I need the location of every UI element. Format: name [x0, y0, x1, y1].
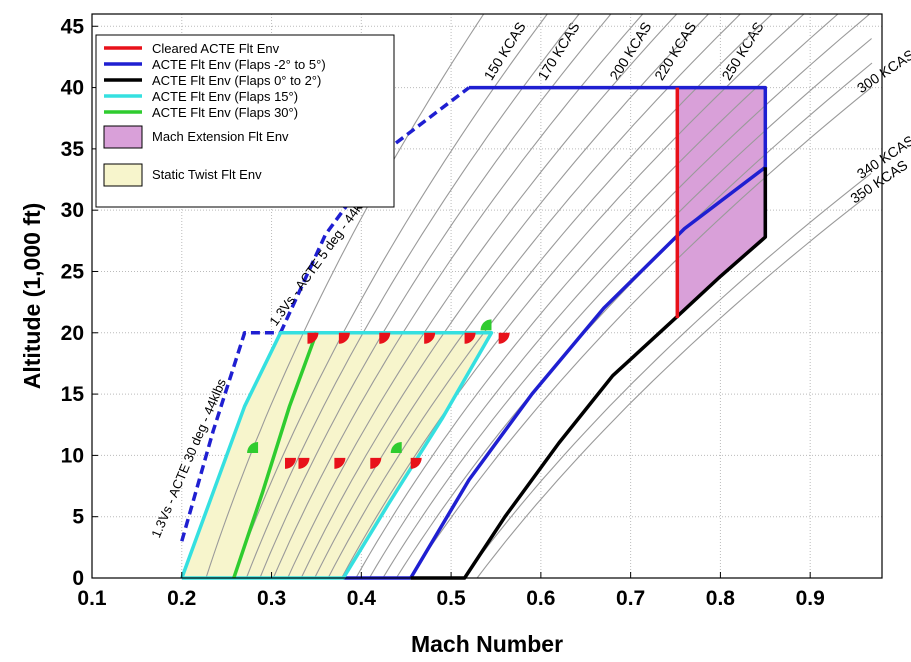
legend-label: ACTE Flt Env (Flaps 30°): [152, 105, 298, 120]
kcas-line: [205, 13, 485, 579]
kcas-line: [382, 38, 872, 579]
kcas-line: [232, 13, 548, 579]
series: [180, 85, 768, 580]
test-point-marker: [498, 332, 510, 344]
kcas-line: [287, 13, 678, 579]
y-tick-label: 30: [61, 199, 84, 222]
y-tick-label: 10: [61, 444, 84, 467]
y-tick-label: 5: [72, 506, 84, 529]
test-point-marker: [424, 332, 436, 344]
kcas-line: [245, 13, 580, 579]
test-point-marker: [370, 457, 382, 469]
kcas-line: [368, 13, 871, 579]
kcas-line: [395, 62, 873, 579]
region-static-twist-flt-env: [181, 332, 492, 578]
x-tick-label: 0.4: [347, 587, 377, 610]
y-tick-label: 40: [61, 77, 84, 100]
series-acte-flt-env-flaps-15-: [180, 331, 494, 580]
x-tick-label: 0.2: [167, 587, 196, 610]
test-point-marker: [410, 457, 422, 469]
y-tick-label: 20: [61, 322, 84, 345]
series-acte-flt-env-flaps-30-: [232, 332, 319, 579]
kcas-line: [300, 13, 709, 579]
legend-label: ACTE Flt Env (Flaps 0° to 2°): [152, 73, 321, 88]
legend-label: Mach Extension Flt Env: [152, 129, 289, 144]
test-point-marker: [298, 457, 310, 469]
legend-swatch: [103, 125, 143, 149]
test-point-marker: [464, 332, 476, 344]
legend-label: ACTE Flt Env (Flaps -2° to 5°): [152, 57, 326, 72]
x-tick-label: 0.3: [257, 587, 286, 610]
y-tick-label: 35: [61, 138, 85, 161]
kcas-line: [463, 172, 872, 579]
x-tick-label: 0.5: [436, 587, 466, 610]
kcas-line: [341, 13, 805, 579]
y-tick-label: 45: [61, 15, 85, 38]
test-point-marker: [285, 457, 297, 469]
legend-label: ACTE Flt Env (Flaps 15°): [152, 89, 298, 104]
series-acte-flt-env-flaps-2-to-5-: [409, 165, 767, 579]
test-points: [247, 319, 510, 469]
kcas-line: [409, 87, 872, 579]
x-tick-label: 0.9: [796, 587, 825, 610]
kcas-line: [476, 197, 865, 579]
legend-swatch: [103, 163, 143, 187]
y-tick-label: 25: [61, 260, 85, 283]
x-tick-label: 0.8: [706, 587, 736, 610]
test-point-marker: [379, 332, 391, 344]
legend-label: Cleared ACTE Flt Env: [152, 41, 280, 56]
test-point-marker: [338, 332, 350, 344]
kcas-line: [355, 13, 839, 579]
axes: 0.1 0.2 0.3 0.4 0.5 0.6 0.7 0.8 0.9 0 5 10 15 20 25 30 3…: [19, 13, 883, 657]
test-point-marker: [480, 319, 492, 331]
test-point-marker: [334, 457, 346, 469]
x-tick-label: 0.1: [77, 587, 107, 610]
y-axis-title: Altitude (1,000 ft): [19, 203, 45, 390]
kcas-line: [314, 13, 741, 579]
test-point-marker: [247, 441, 259, 453]
legend-box: [95, 34, 395, 208]
series-acte-flt-env-flaps-2-to-5-: [180, 331, 281, 542]
kcas-line: [272, 13, 644, 579]
x-tick-label: 0.7: [616, 587, 645, 610]
plot-frame: [91, 13, 883, 579]
y-tick-label: 15: [61, 383, 85, 406]
y-tick-label: 0: [72, 567, 84, 590]
series-acte-flt-env-flaps-0-to-2-: [410, 167, 768, 580]
x-axis-title: Mach Number: [411, 631, 563, 657]
legend-label: Static Twist Flt Env: [152, 167, 262, 182]
x-tick-label: 0.6: [526, 587, 555, 610]
kcas-line: [259, 13, 612, 579]
test-point-marker: [390, 441, 402, 453]
test-point-marker: [307, 332, 319, 344]
